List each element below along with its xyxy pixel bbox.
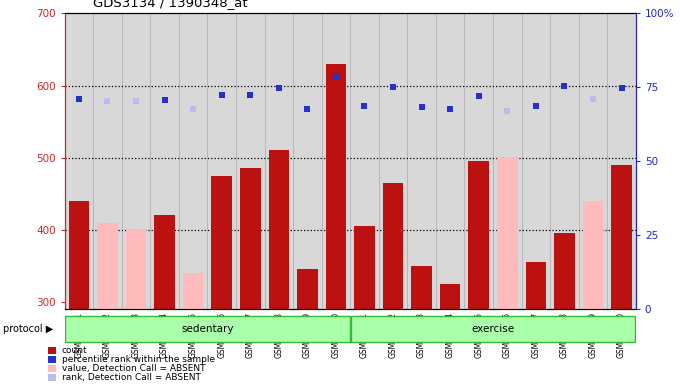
Bar [240, 169, 260, 309]
Bar [526, 262, 546, 309]
Bar [93, 13, 122, 309]
Bar [236, 13, 265, 309]
Point [216, 92, 227, 98]
Bar [469, 161, 489, 309]
Point [159, 97, 170, 103]
Bar [440, 284, 460, 309]
Point [359, 103, 370, 109]
Point [502, 108, 513, 114]
Text: rank, Detection Call = ABSENT: rank, Detection Call = ABSENT [62, 373, 201, 382]
Bar [297, 270, 318, 309]
Point [302, 106, 313, 112]
Bar [350, 13, 379, 309]
Point [388, 84, 398, 90]
Bar [607, 13, 636, 309]
Point [445, 106, 456, 112]
Bar [69, 201, 89, 309]
Bar [269, 151, 289, 309]
Bar [611, 165, 632, 309]
Bar [411, 266, 432, 309]
Text: count: count [62, 346, 88, 355]
Point [131, 98, 141, 104]
Point [530, 103, 541, 109]
Text: GDS3134 / 1390348_at: GDS3134 / 1390348_at [93, 0, 248, 10]
Bar [436, 13, 464, 309]
Bar [383, 183, 403, 309]
Bar [497, 158, 517, 309]
Point [416, 104, 427, 110]
Bar [126, 230, 146, 309]
Bar [265, 13, 293, 309]
FancyBboxPatch shape [65, 316, 350, 342]
Text: sedentary: sedentary [181, 324, 234, 334]
Bar [550, 13, 579, 309]
Bar [293, 13, 322, 309]
Point [273, 84, 284, 91]
Bar [322, 13, 350, 309]
Point [102, 98, 113, 104]
Bar [179, 13, 207, 309]
Bar [150, 13, 179, 309]
Bar [464, 13, 493, 309]
Bar [207, 13, 236, 309]
Bar [554, 233, 575, 309]
Point [188, 106, 199, 112]
Bar [97, 223, 118, 309]
Bar [122, 13, 150, 309]
Bar [65, 13, 93, 309]
Bar [493, 13, 522, 309]
Bar [354, 226, 375, 309]
Text: protocol ▶: protocol ▶ [3, 324, 54, 334]
Bar [407, 13, 436, 309]
Bar [583, 201, 603, 309]
Text: percentile rank within the sample: percentile rank within the sample [62, 355, 215, 364]
Bar [183, 273, 203, 309]
Bar [579, 13, 607, 309]
Point [73, 96, 84, 102]
Point [473, 93, 484, 99]
Point [330, 74, 341, 80]
Text: exercise: exercise [471, 324, 515, 334]
Bar [326, 64, 346, 309]
Bar [211, 176, 232, 309]
Point [588, 96, 598, 102]
Point [559, 83, 570, 89]
Bar [522, 13, 550, 309]
FancyBboxPatch shape [351, 316, 635, 342]
Text: value, Detection Call = ABSENT: value, Detection Call = ABSENT [62, 364, 205, 373]
Point [616, 84, 627, 91]
Point [245, 92, 256, 98]
Bar [154, 215, 175, 309]
Bar [379, 13, 407, 309]
